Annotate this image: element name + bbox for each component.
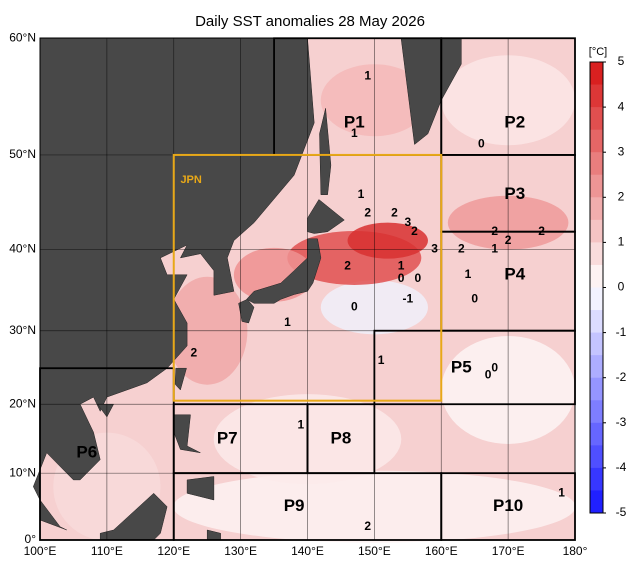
y-tick-label: 60°N [9,30,36,44]
contour-label: 1 [378,353,385,367]
land [319,108,332,195]
colorbar-cell [590,400,603,424]
contour-label: 0 [485,368,492,382]
contour-label: 2 [491,224,498,238]
contour-label: 2 [538,224,545,238]
contour-label: 0 [398,271,405,285]
colorbar-cell [590,490,603,514]
region-label: P10 [493,496,523,515]
colorbar-cell [590,377,603,401]
contour-label: 2 [505,233,512,247]
colorbar-tick-label: 2 [618,189,625,203]
region-label: P9 [284,496,305,515]
region-label: P5 [451,358,472,377]
region-label: P6 [76,442,97,461]
colorbar-cell [590,355,603,379]
y-tick-label: 0° [25,532,37,546]
colorbar-tick-label: 4 [618,99,625,113]
contour-label: 1 [398,259,405,273]
x-tick-label: 120°E [157,544,190,558]
colorbar-cell [590,152,603,176]
x-tick-label: 130°E [224,544,257,558]
contour-label: 2 [344,259,351,273]
contour-label: 1 [364,69,371,83]
contour-label: 1 [358,187,365,201]
y-tick-label: 30°N [9,323,36,337]
colorbar-cell [590,242,603,266]
x-tick-label: 140°E [291,544,324,558]
colorbar-cell [590,219,603,243]
colorbar-tick-label: -3 [616,415,627,429]
colorbar-cell [590,107,603,131]
contour-label: 3 [431,242,438,256]
contour-label: 1 [284,315,291,329]
contour-label: 1 [558,486,565,500]
jpn-box [172,153,443,402]
contour-label: 2 [364,519,371,533]
colorbar-cell [590,84,603,108]
land [174,367,187,391]
colorbar-unit: [°C] [589,46,607,58]
x-tick-label: 170°E [492,544,525,558]
colorbar-cell [590,174,603,198]
colorbar-cell [590,310,603,334]
contour-label: 2 [458,242,465,256]
contour-label: 1 [351,126,358,140]
region-label: P2 [504,112,525,131]
colorbar-tick-label: 3 [618,144,625,158]
contour-label: 1 [491,242,498,256]
colorbar-tick-label: 0 [618,280,625,294]
x-tick-label: 160°E [425,544,458,558]
region-label: P1 [344,112,365,131]
colorbar-cell [590,287,603,311]
colorbar-cell [590,62,603,86]
x-tick-label: 180° [563,544,588,558]
contour-label: 0 [478,137,485,151]
contour-label: 2 [391,206,398,220]
colorbar-cell [590,467,603,491]
y-tick-label: 50°N [9,147,36,161]
contour-label: 2 [411,224,418,238]
region-label: P7 [217,429,238,448]
colorbar-cell [590,129,603,153]
contour-label: 0 [491,360,498,374]
contour-label: 3 [404,215,411,229]
colorbar-cell [590,197,603,221]
land [246,238,322,304]
x-tick-label: 150°E [358,544,391,558]
land [186,476,215,501]
contour-label: 1 [297,417,304,431]
y-tick-label: 20°N [9,396,36,410]
colorbar-tick-label: -1 [616,325,627,339]
colorbar-tick-label: 5 [618,54,625,68]
land [238,298,255,324]
contour-label: -1 [402,292,413,306]
x-tick-label: 110°E [91,544,123,558]
colorbar-cell [590,264,603,288]
colorbar-tick-label: -5 [616,505,627,519]
contour-label: 0 [415,271,422,285]
contour-label: 1 [465,267,472,281]
y-tick-label: 40°N [9,242,36,256]
contour-label: 0 [471,292,478,306]
x-tick-label: 100°E [24,544,57,558]
colorbar-cell [590,332,603,356]
jpn-label: JPN [180,174,201,186]
map-title: Daily SST anomalies 28 May 2026 [195,13,425,30]
colorbar-cell [590,445,603,469]
y-tick-label: 10°N [9,465,36,479]
colorbar-tick-label: -2 [616,370,627,384]
colorbar-tick-label: 1 [618,235,625,249]
region-label: P3 [504,184,525,203]
colorbar-cell [590,422,603,446]
region-label: P4 [504,264,525,283]
contour-label: 0 [351,299,358,313]
contour-label: 2 [364,206,371,220]
colorbar-tick-label: -4 [616,460,627,474]
map-frame [39,37,576,541]
region-label: P8 [331,429,352,448]
contour-label: 2 [190,346,197,360]
